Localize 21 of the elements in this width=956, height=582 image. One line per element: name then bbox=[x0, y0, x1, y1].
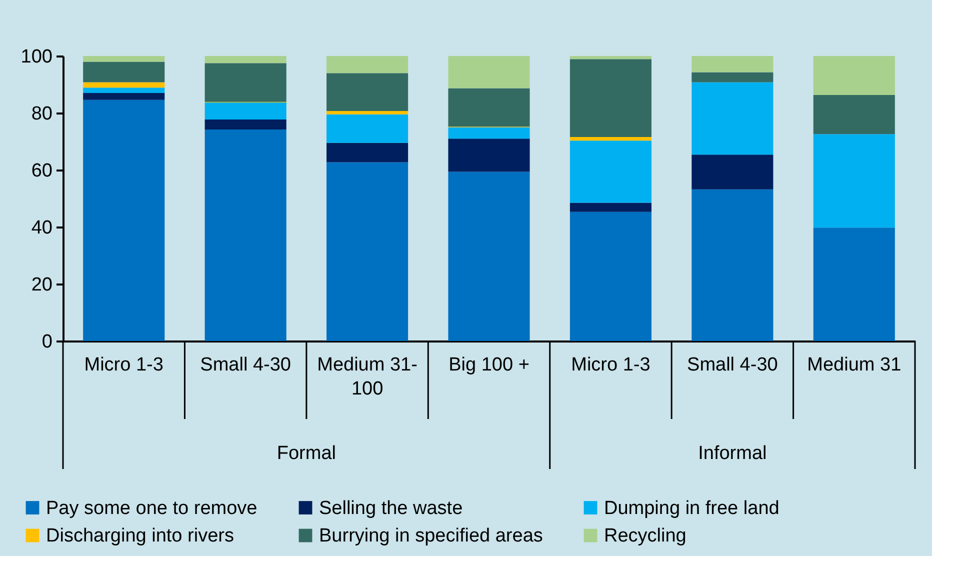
legend-label: Discharging into rivers bbox=[46, 526, 234, 546]
x-tick-label: Small 4-30 bbox=[687, 354, 778, 376]
y-tick-label: 60 bbox=[31, 160, 52, 182]
y-tick-label: 100 bbox=[20, 46, 52, 68]
text: Informal bbox=[698, 443, 767, 464]
x-tick-label: Medium 31-100 bbox=[317, 354, 418, 400]
y-tick-label: 40 bbox=[31, 218, 52, 238]
text: Formal bbox=[276, 443, 336, 464]
x-tick-label: Micro 1-3 bbox=[571, 354, 650, 376]
x-tick-label: Small 4-30 bbox=[200, 354, 291, 376]
legend-label: Pay some one to remove bbox=[46, 498, 258, 519]
legend-label: Recycling bbox=[604, 526, 686, 546]
y-tick-label: 20 bbox=[31, 274, 52, 296]
y-tick-label: 80 bbox=[31, 104, 52, 124]
x-tick-label: Big 100 + bbox=[448, 354, 530, 376]
x-tick-label: Micro 1-3 bbox=[84, 354, 164, 376]
legend-label: Burrying in specified areas bbox=[319, 526, 543, 546]
legend-label: Dumping in free land bbox=[604, 498, 780, 519]
y-tick-label: 0 bbox=[42, 332, 52, 352]
legend-label: Selling the waste bbox=[319, 498, 463, 519]
x-tick-label: Medium 31 bbox=[807, 354, 902, 376]
